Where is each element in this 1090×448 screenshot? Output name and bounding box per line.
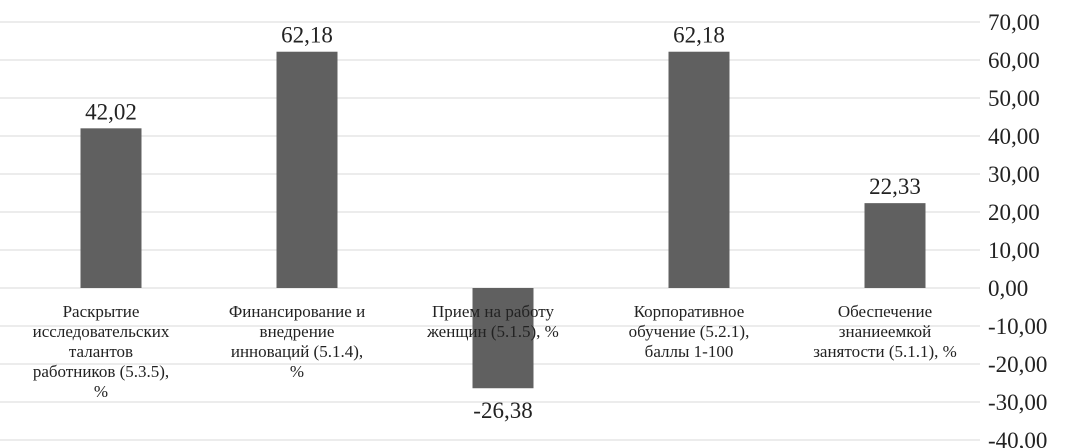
y-tick-label: 30,00	[988, 162, 1040, 187]
y-tick-label: 40,00	[988, 124, 1040, 149]
data-label: 62,18	[281, 23, 333, 48]
y-tick-label: -30,00	[988, 390, 1047, 415]
category-label: Финансирование и внедрение инноваций (5.…	[228, 302, 366, 381]
category-label: Обеспечение знаниеемкой занятости (5.1.1…	[813, 302, 957, 361]
y-tick-label: 50,00	[988, 86, 1040, 111]
y-tick-label: 10,00	[988, 238, 1040, 263]
bar	[80, 128, 142, 288]
data-label: 62,18	[673, 23, 725, 48]
y-tick-label: 20,00	[988, 200, 1040, 225]
category-label: Корпоративное обучение (5.2.1), баллы 1-…	[628, 302, 750, 361]
bar	[864, 203, 926, 288]
y-tick-label: 60,00	[988, 48, 1040, 73]
data-label: -26,38	[473, 398, 532, 423]
y-tick-label: -20,00	[988, 352, 1047, 377]
bar	[276, 51, 338, 288]
y-tick-label: 0,00	[988, 276, 1028, 301]
y-tick-label: -10,00	[988, 314, 1047, 339]
y-tick-label: 70,00	[988, 10, 1040, 35]
bar	[472, 288, 534, 389]
bar	[668, 51, 730, 288]
data-label: 22,33	[869, 174, 921, 199]
data-label: 42,02	[85, 99, 137, 124]
category-label: Прием на работу женщин (5.1.5), %	[427, 302, 559, 341]
category-label: Раскрытие исследовательских талантов раб…	[32, 302, 170, 401]
y-tick-label: -40,00	[988, 428, 1047, 448]
